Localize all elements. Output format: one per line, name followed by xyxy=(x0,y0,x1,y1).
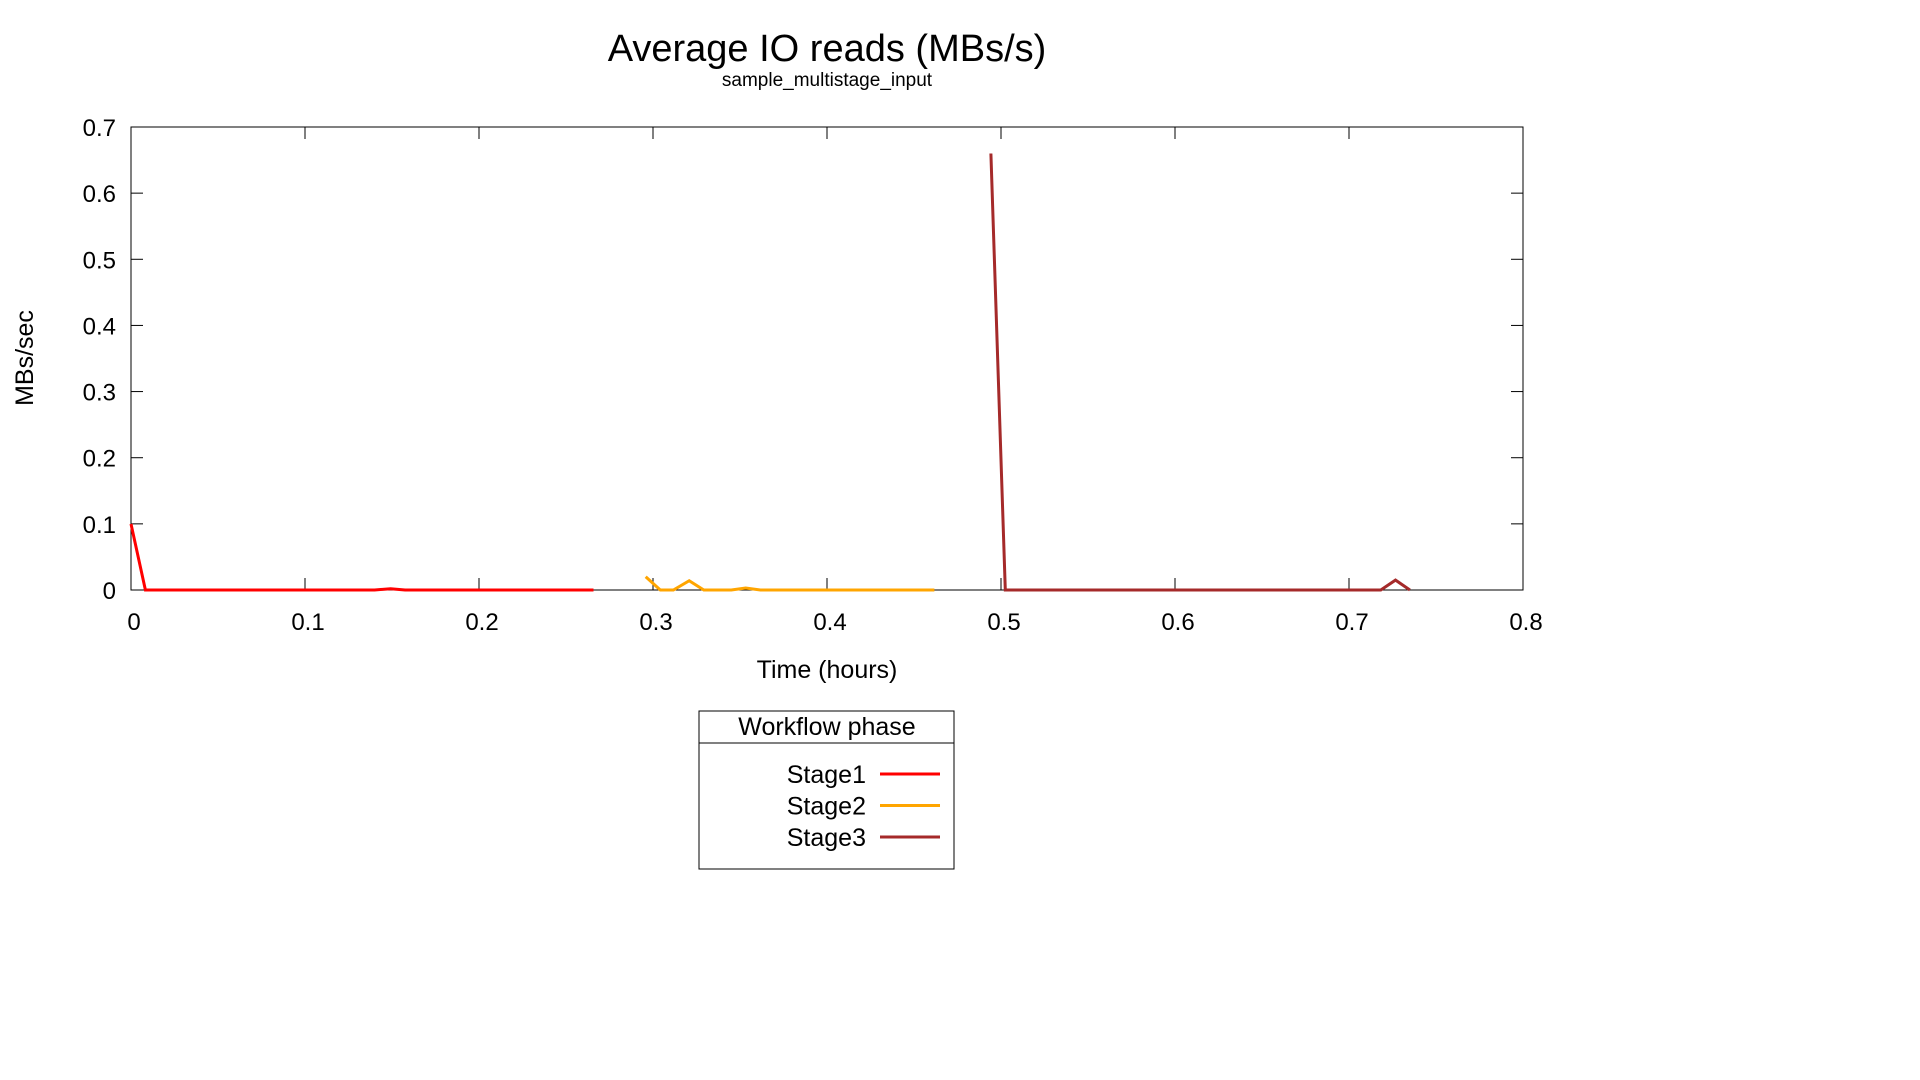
y-tick-label: 0.1 xyxy=(83,512,116,539)
y-tick-label: 0.4 xyxy=(83,313,116,340)
y-tick-label: 0.6 xyxy=(83,181,116,208)
x-axis: 0 0.1 0.2 0.3 0.4 0.5 0.6 0.7 0.8 xyxy=(127,127,1543,636)
legend-label-stage2: Stage2 xyxy=(787,793,866,821)
legend-label-stage1: Stage1 xyxy=(787,761,866,789)
x-tick-label: 0.6 xyxy=(1161,609,1194,636)
chart: Average IO reads (MBs/s) sample_multista… xyxy=(11,28,1543,870)
series-line-stage3 xyxy=(989,153,1411,592)
y-tick-label: 0.2 xyxy=(83,446,116,473)
series-line-stage2 xyxy=(644,575,935,592)
y-tick-label: 0.5 xyxy=(83,247,116,274)
x-tick-label: 0 xyxy=(127,609,140,636)
x-tick-label: 0.1 xyxy=(291,609,324,636)
y-axis: 0 0.1 0.2 0.3 0.4 0.5 0.6 0.7 xyxy=(83,115,1523,605)
plot-frame xyxy=(130,126,1524,591)
y-axis-label: MBs/sec xyxy=(11,310,39,406)
series-layer xyxy=(129,153,1411,592)
x-axis-label: Time (hours) xyxy=(757,656,898,684)
x-tick-label: 0.3 xyxy=(639,609,672,636)
chart-subtitle: sample_multistage_input xyxy=(722,70,933,91)
x-tick-label: 0.8 xyxy=(1509,609,1542,636)
legend-box xyxy=(698,710,955,870)
x-tick-label: 0.4 xyxy=(813,609,846,636)
x-tick-label: 0.5 xyxy=(987,609,1020,636)
y-tick-label: 0.3 xyxy=(83,380,116,407)
legend-label-stage3: Stage3 xyxy=(787,824,866,852)
series-line-stage1 xyxy=(129,523,594,592)
x-tick-label: 0.2 xyxy=(465,609,498,636)
x-tick-label: 0.7 xyxy=(1335,609,1368,636)
y-tick-label: 0 xyxy=(103,578,116,605)
legend: Workflow phase Stage1 Stage2 Stage3 xyxy=(698,710,955,870)
y-tick-label: 0.7 xyxy=(83,115,116,142)
legend-title: Workflow phase xyxy=(738,713,915,741)
chart-title: Average IO reads (MBs/s) xyxy=(608,28,1047,70)
